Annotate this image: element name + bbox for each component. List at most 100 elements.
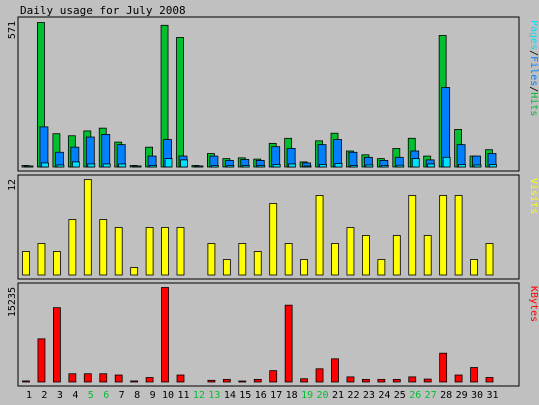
bar-kbytes — [114, 374, 123, 383]
bar-pages — [25, 165, 34, 168]
bar-pages — [87, 163, 96, 168]
legend-hits: Hits — [528, 92, 539, 116]
bar-kbytes — [83, 373, 92, 383]
bar-visits — [83, 179, 92, 276]
x-tick-label: 19 — [301, 390, 313, 401]
bar-pages — [350, 165, 358, 168]
bar-kbytes — [176, 374, 185, 383]
bar-visits — [300, 259, 309, 276]
bar-kbytes — [423, 378, 432, 383]
bar-pages — [257, 165, 266, 168]
bar-files — [456, 144, 466, 168]
bar-files — [348, 151, 358, 168]
x-tick-label: 9 — [150, 390, 156, 401]
legend-separator: / — [528, 50, 539, 56]
x-tick-label: 16 — [255, 390, 267, 401]
x-tick-label: 29 — [456, 390, 468, 401]
x-tick-label: 5 — [88, 390, 94, 401]
bar-kbytes — [53, 307, 61, 383]
bar-pages — [56, 164, 65, 168]
bar-visits — [22, 251, 30, 276]
legend-visits: Visits — [528, 178, 539, 214]
bar-files — [441, 87, 451, 168]
bar-visits — [161, 227, 169, 276]
legend: Pages/Files/Hits — [528, 20, 539, 116]
bar-visits — [485, 243, 494, 276]
bar-visits — [346, 227, 355, 276]
x-tick-label: 13 — [208, 390, 220, 401]
bar-pages — [458, 164, 467, 168]
bar-visits — [331, 243, 339, 276]
bar-pages — [473, 164, 482, 168]
bar-pages — [380, 165, 389, 168]
bar-kbytes — [284, 304, 293, 383]
bar-pages — [303, 165, 312, 168]
bar-visits — [284, 243, 293, 276]
bar-pages — [149, 165, 158, 168]
x-tick-label: 17 — [270, 390, 282, 401]
bar-visits — [423, 235, 432, 276]
bar-kbytes — [331, 358, 339, 383]
bar-kbytes — [130, 380, 139, 383]
x-tick-label: 8 — [134, 390, 140, 401]
x-tick-label: 12 — [193, 390, 205, 401]
x-tick-label: 26 — [409, 390, 421, 401]
bar-kbytes — [408, 376, 417, 383]
bar-files — [333, 139, 342, 168]
bar-kbytes — [161, 287, 169, 383]
bar-visits — [392, 235, 401, 276]
bar-pages — [180, 159, 188, 168]
bar-kbytes — [454, 374, 463, 383]
bar-visits — [207, 243, 216, 276]
bar-kbytes — [315, 368, 324, 383]
x-tick-label: 27 — [425, 390, 437, 401]
x-tick-label: 10 — [162, 390, 174, 401]
bar-kbytes — [238, 380, 247, 383]
bar-files — [39, 126, 49, 168]
bar-kbytes — [470, 367, 478, 383]
bar-pages — [210, 165, 219, 168]
x-tick-label: 25 — [394, 390, 406, 401]
x-tick-label: 6 — [103, 390, 109, 401]
bar-visits — [408, 195, 417, 276]
panel-frame — [17, 16, 520, 172]
bar-visits — [37, 243, 46, 276]
bar-visits — [253, 251, 262, 276]
bar-pages — [411, 158, 420, 168]
x-tick-label: 3 — [57, 390, 63, 401]
bar-visits — [130, 267, 139, 276]
panel-frame — [17, 282, 520, 387]
bar-pages — [102, 163, 111, 168]
x-tick-label: 28 — [440, 390, 452, 401]
bar-files — [101, 134, 111, 168]
x-tick-label: 15 — [239, 390, 251, 401]
x-tick-label: 2 — [41, 390, 47, 401]
legend-kbytes: KBytes — [528, 286, 539, 322]
bar-kbytes — [300, 378, 309, 383]
bar-kbytes — [485, 377, 494, 383]
bar-kbytes — [377, 378, 386, 383]
bar-kbytes — [346, 376, 355, 383]
x-tick-label: 20 — [317, 390, 329, 401]
y-max-label: 571 — [7, 21, 18, 39]
x-tick-label: 31 — [486, 390, 498, 401]
bar-visits — [145, 227, 154, 276]
bar-pages — [396, 164, 405, 168]
legend-pages: Pages — [528, 20, 539, 50]
bar-pages — [272, 164, 281, 168]
bar-visits — [269, 203, 278, 276]
y-max-label: 15235 — [7, 287, 18, 317]
x-tick-label: 18 — [286, 390, 298, 401]
bar-visits — [377, 259, 386, 276]
bar-pages — [365, 164, 374, 168]
bar-files — [85, 136, 95, 168]
bar-kbytes — [37, 338, 46, 383]
x-tick-label: 30 — [471, 390, 483, 401]
bar-visits — [315, 195, 324, 276]
bar-pages — [442, 156, 451, 168]
panel-frame — [17, 174, 520, 280]
bar-visits — [68, 219, 77, 276]
bar-visits — [439, 195, 448, 276]
